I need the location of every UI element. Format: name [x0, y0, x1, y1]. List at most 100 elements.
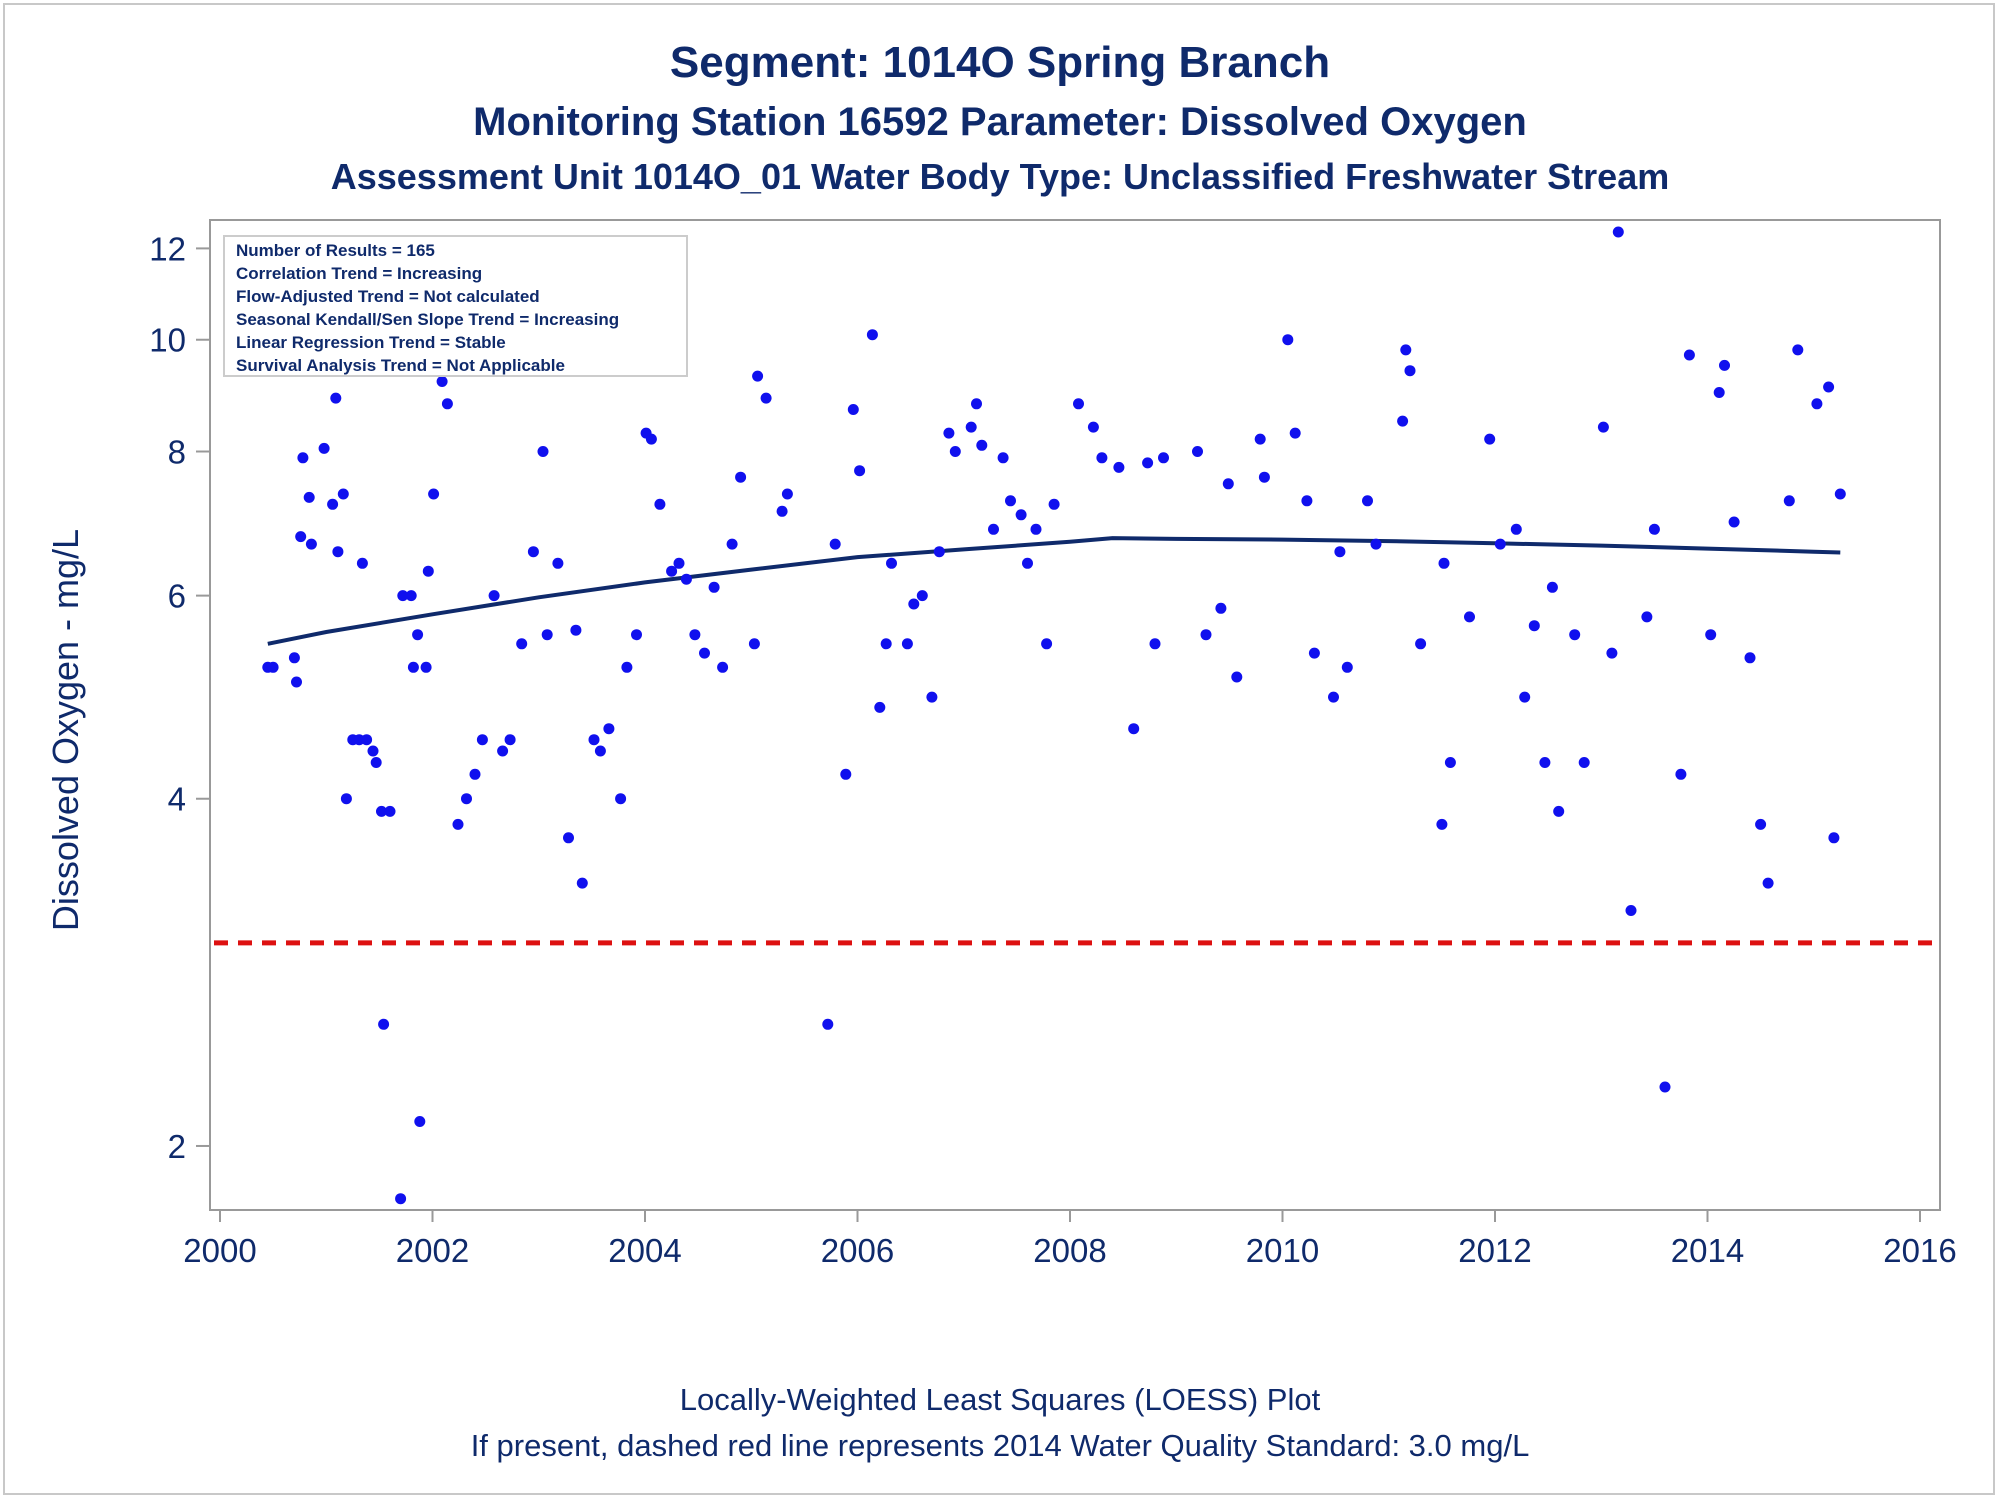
info-seasonal-kendall-trend: Seasonal Kendall/Sen Slope Trend = Incre… — [236, 310, 619, 329]
data-point — [1578, 757, 1590, 768]
data-point — [1597, 421, 1609, 433]
data-point — [461, 793, 472, 805]
data-point — [866, 329, 878, 341]
data-point — [631, 629, 642, 641]
info-correlation-trend: Correlation Trend = Increasing — [236, 264, 482, 283]
data-point — [436, 376, 448, 387]
data-point — [1728, 516, 1740, 528]
data-point — [1022, 557, 1033, 569]
data-point — [1192, 446, 1203, 457]
data-point — [1415, 638, 1427, 650]
data-point — [1464, 611, 1475, 623]
data-point — [908, 598, 920, 610]
x-tick-label: 2006 — [821, 1232, 894, 1269]
data-point — [776, 505, 788, 517]
data-point — [1142, 457, 1154, 469]
data-point — [781, 488, 793, 500]
plot-area — [209, 219, 1941, 1211]
data-point — [295, 531, 307, 543]
data-point — [735, 471, 747, 483]
data-point — [1783, 495, 1795, 507]
data-point — [563, 832, 574, 844]
data-point — [1341, 661, 1353, 673]
data-point — [1713, 387, 1725, 398]
x-tick-label: 2014 — [1671, 1232, 1744, 1269]
loess-trend-line — [267, 536, 1841, 646]
data-point — [1828, 832, 1840, 844]
data-point — [376, 805, 387, 817]
data-point — [603, 723, 615, 735]
data-point — [717, 661, 729, 673]
data-point — [726, 538, 738, 550]
data-point — [1528, 620, 1540, 632]
data-point — [1659, 1081, 1671, 1093]
data-point — [654, 498, 666, 510]
data-point — [1823, 381, 1835, 393]
data-point — [1675, 768, 1687, 780]
data-points — [262, 226, 1846, 1205]
data-point — [397, 590, 409, 602]
data-point — [303, 491, 315, 503]
data-point — [699, 647, 710, 659]
data-point — [395, 1193, 407, 1205]
data-point — [537, 446, 549, 457]
chart-subtitle-station: Monitoring Station 16592 Parameter: Diss… — [473, 100, 1527, 144]
data-point — [384, 805, 396, 817]
data-point — [1569, 629, 1581, 641]
data-point — [340, 793, 352, 805]
data-point — [1334, 546, 1346, 558]
data-point — [840, 768, 852, 780]
data-point — [441, 398, 453, 410]
data-point — [1762, 877, 1774, 889]
data-point — [1539, 757, 1551, 768]
x-tick-label: 2004 — [608, 1232, 681, 1269]
data-point — [378, 1018, 390, 1030]
data-point — [933, 546, 945, 558]
data-point — [412, 629, 424, 641]
data-point — [1625, 905, 1637, 916]
data-point — [689, 629, 701, 641]
y-tick-label: 12 — [149, 230, 186, 267]
data-point — [901, 638, 913, 650]
data-point — [708, 581, 720, 593]
data-point — [356, 557, 368, 569]
data-point — [267, 661, 279, 673]
data-point — [327, 498, 339, 510]
data-point — [1546, 581, 1558, 593]
y-tick-label: 8 — [168, 434, 186, 471]
data-point — [615, 793, 627, 805]
data-point — [1308, 647, 1320, 659]
data-point — [1289, 427, 1301, 439]
chart-title: Segment: 1014O Spring Branch — [669, 38, 1331, 87]
x-tick-label: 2008 — [1033, 1232, 1106, 1269]
data-point — [288, 652, 300, 664]
data-point — [420, 661, 432, 673]
data-point — [1641, 611, 1653, 623]
data-point — [367, 745, 379, 757]
data-point — [1301, 495, 1313, 507]
data-point — [949, 446, 961, 457]
data-point — [476, 734, 488, 746]
data-point — [1370, 538, 1382, 550]
trend-info-box: Number of Results = 165 Correlation Tren… — [223, 235, 688, 377]
data-point — [1444, 757, 1456, 768]
data-point — [428, 488, 440, 500]
data-point — [886, 557, 897, 569]
data-point — [1484, 433, 1496, 445]
info-box-border — [223, 235, 688, 377]
data-point — [1606, 647, 1618, 659]
data-point — [847, 404, 859, 415]
data-point — [748, 638, 760, 650]
data-point — [874, 701, 886, 713]
x-tick-label: 2012 — [1458, 1232, 1531, 1269]
data-point — [1258, 471, 1270, 483]
data-point — [1612, 226, 1624, 238]
data-point — [332, 546, 344, 558]
data-point — [452, 818, 464, 830]
x-tick-label: 2000 — [183, 1232, 256, 1269]
data-point — [1404, 365, 1416, 377]
data-point — [1792, 344, 1804, 356]
data-point — [680, 573, 692, 585]
data-point — [1096, 452, 1108, 464]
data-point — [1128, 723, 1140, 735]
